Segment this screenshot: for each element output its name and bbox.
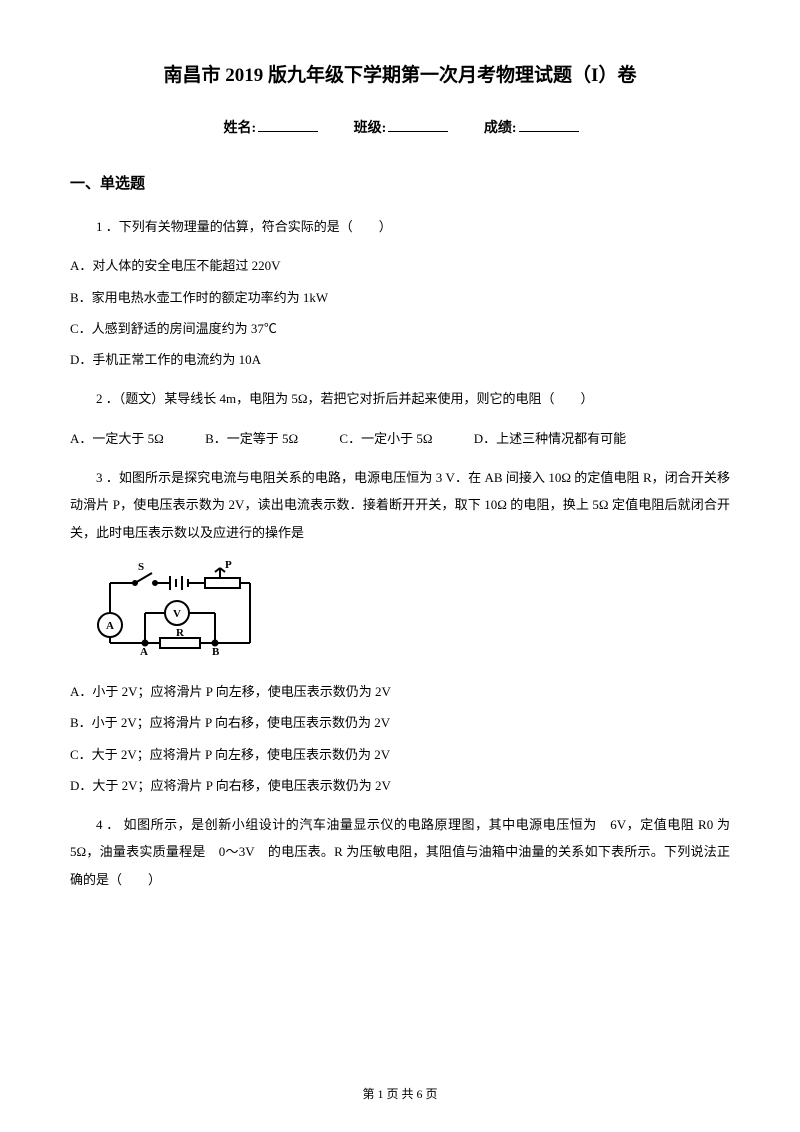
class-blank[interactable]: [388, 131, 448, 132]
q1-option-b: B．家用电热水壶工作时的额定功率约为 1kW: [70, 284, 730, 311]
q3-stem: 3 ．如图所示是探究电流与电阻关系的电路，电源电压恒为 3 V．在 AB 间接入…: [70, 464, 730, 546]
student-info-row: 姓名: 班级: 成绩:: [70, 117, 730, 137]
q2-options: A．一定大于 5Ω B．一定等于 5Ω C．一定小于 5Ω D．上述三种情况都有…: [70, 425, 730, 452]
q3-option-a: A．小于 2V；应将滑片 P 向左移，使电压表示数仍为 2V: [70, 678, 730, 705]
q1-stem: 1 ．下列有关物理量的估算，符合实际的是（ ）: [70, 213, 730, 240]
q2-option-b: B．一定等于 5Ω: [205, 431, 298, 446]
q2-stem: 2 ．（题文）某导线长 4m，电阻为 5Ω，若把它对折后并起来使用，则它的电阻（…: [70, 385, 730, 412]
name-blank[interactable]: [258, 131, 318, 132]
q1-option-a: A．对人体的安全电压不能超过 220V: [70, 252, 730, 279]
score-blank[interactable]: [519, 131, 579, 132]
circuit-label-a: A: [106, 620, 114, 632]
q2-option-a: A．一定大于 5Ω: [70, 431, 164, 446]
circuit-node-b: B: [212, 646, 220, 658]
page-title: 南昌市 2019 版九年级下学期第一次月考物理试题（I）卷: [70, 60, 730, 87]
q1-option-c: C．人感到舒适的房间温度约为 37℃: [70, 315, 730, 342]
q4-stem: 4 ． 如图所示，是创新小组设计的汽车油量显示仪的电路原理图，其中电源电压恒为 …: [70, 811, 730, 893]
q2-option-c: C．一定小于 5Ω: [339, 431, 432, 446]
q1-option-d: D．手机正常工作的电流约为 10A: [70, 346, 730, 373]
page-footer: 第 1 页 共 6 页: [0, 1085, 800, 1102]
circuit-label-v: V: [173, 608, 181, 620]
section-1-header: 一、单选题: [70, 172, 730, 193]
circuit-label-r: R: [176, 627, 185, 639]
q2-option-d: D．上述三种情况都有可能: [474, 431, 626, 446]
circuit-diagram: S P A V R A B: [90, 558, 730, 663]
name-label: 姓名:: [223, 121, 256, 136]
score-label: 成绩:: [484, 121, 517, 136]
class-label: 班级:: [354, 121, 387, 136]
circuit-label-s: S: [138, 561, 144, 573]
circuit-label-p: P: [225, 559, 232, 571]
q3-option-c: C．大于 2V；应将滑片 P 向左移，使电压表示数仍为 2V: [70, 741, 730, 768]
q3-option-d: D．大于 2V；应将滑片 P 向右移，使电压表示数仍为 2V: [70, 772, 730, 799]
circuit-node-a: A: [140, 646, 148, 658]
q3-option-b: B．小于 2V；应将滑片 P 向右移，使电压表示数仍为 2V: [70, 709, 730, 736]
